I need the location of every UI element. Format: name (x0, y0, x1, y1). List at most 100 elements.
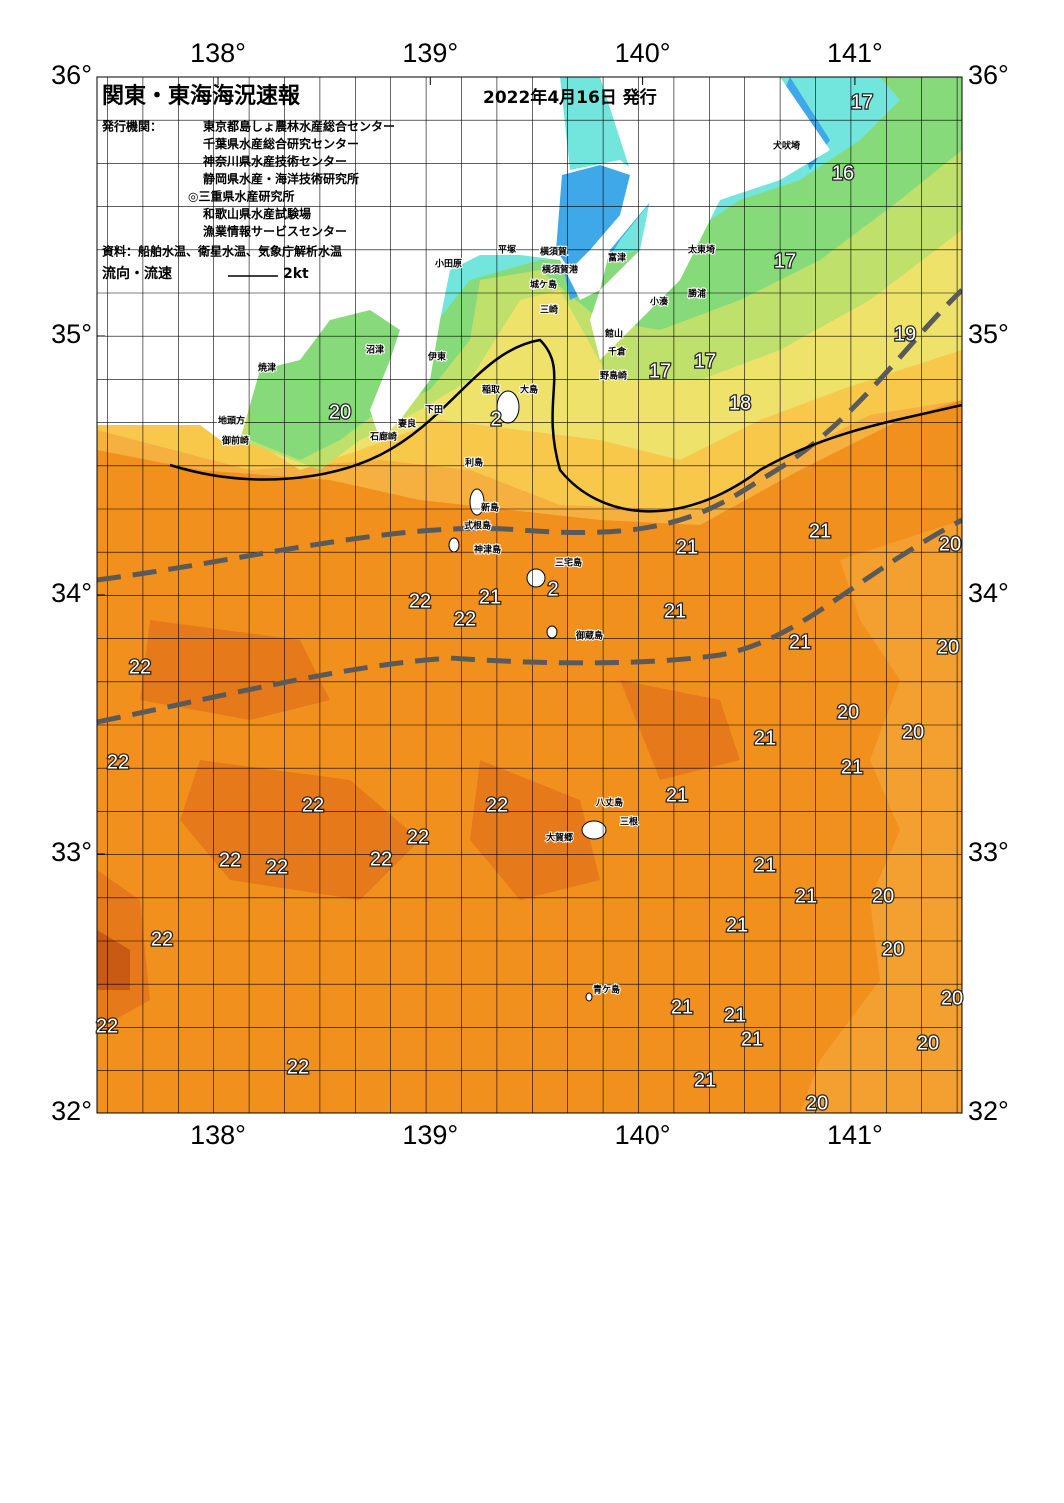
place-name: 太東埼 (687, 244, 715, 256)
temperature-label: 20 (937, 636, 959, 658)
lon-label-top: 141° (827, 38, 883, 68)
temperature-label: 17 (851, 91, 873, 113)
place-name: 小湊 (649, 296, 669, 308)
place-name: 伊東 (427, 351, 446, 363)
lat-label-left: 34° (51, 578, 92, 608)
temperature-label: 21 (841, 756, 863, 778)
place-name: 勝浦 (688, 288, 706, 300)
lon-label-bottom: 140° (615, 1120, 671, 1150)
publisher-label: 発行機関： (101, 119, 162, 134)
lat-label-right: 36° (968, 60, 1009, 90)
temperature-label: 17 (694, 350, 716, 372)
lat-label-left: 32° (51, 1096, 92, 1126)
temperature-label: 22 (151, 928, 173, 950)
island (546, 625, 558, 639)
island (526, 568, 546, 588)
place-name: 神津島 (474, 544, 501, 556)
temperature-label: 22 (287, 1056, 309, 1078)
temperature-label: 20 (329, 401, 351, 423)
place-name: 石廊崎 (369, 431, 397, 443)
temperature-label: 21 (741, 1028, 763, 1050)
place-name: 三崎 (540, 304, 558, 316)
temperature-label: 18 (729, 392, 751, 414)
lon-label-bottom: 141° (827, 1120, 883, 1150)
lat-label-right: 32° (968, 1096, 1009, 1126)
lon-label-top: 139° (402, 38, 458, 68)
place-name: 稲取 (482, 384, 501, 396)
lon-label-bottom: 139° (402, 1120, 458, 1150)
place-name: 沼津 (366, 344, 384, 356)
island (448, 537, 460, 553)
temperature-label: 21 (479, 586, 501, 608)
temperature-label: 2 (490, 408, 501, 430)
temperature-label: 21 (671, 996, 693, 1018)
grid (97, 77, 962, 1113)
temperature-label: 21 (724, 1004, 746, 1026)
temperature-label: 20 (917, 1032, 939, 1054)
place-name: 館山 (604, 328, 623, 340)
source: 資料：船舶水温、衛星水温、気象庁解析水温 (102, 244, 342, 259)
island (469, 488, 485, 516)
publisher: ◎三重県水産研究所 (188, 189, 294, 204)
temperature-label: 22 (219, 849, 241, 871)
temperature-label: 22 (370, 848, 392, 870)
place-name: 下田 (425, 405, 443, 416)
temperature-label: 22 (486, 794, 508, 816)
place-name: 御蔵島 (575, 630, 603, 642)
publisher: 神奈川県水産技術センター (203, 154, 347, 169)
place-name: 犬吠埼 (772, 140, 800, 152)
kuroshio-axis-south (97, 517, 962, 725)
place-name: 御前崎 (221, 435, 249, 447)
place-name: 地頭方 (218, 415, 245, 427)
temperature-label: 20 (837, 701, 859, 723)
zone-red (97, 930, 130, 990)
temperature-label: 22 (266, 856, 288, 878)
place-name: 三根 (620, 816, 639, 828)
temperature-label: 20 (941, 987, 963, 1009)
place-name: 富津 (608, 252, 626, 264)
place-name: 城ケ島 (530, 279, 557, 291)
temperature-label: 21 (664, 600, 686, 622)
temperature-label: 20 (902, 721, 924, 743)
publisher: 静岡県水産・海洋技術研究所 (203, 171, 359, 186)
temperature-label: 22 (96, 1015, 118, 1037)
temperature-label: 22 (407, 826, 429, 848)
temperature-label: 21 (795, 885, 817, 907)
lat-label-left: 36° (51, 60, 92, 90)
temperature-label: 22 (302, 794, 324, 816)
place-name: 利島 (464, 457, 483, 469)
issue-date: 2022年4月16日 発行 (483, 87, 657, 108)
temperature-label: 20 (872, 885, 894, 907)
map-area (97, 77, 962, 1113)
place-name: 式根島 (464, 520, 491, 532)
place-name: 平塚 (498, 244, 516, 256)
temperature-label: 21 (754, 727, 776, 749)
lat-label-left: 35° (51, 319, 92, 349)
temperature-label: 21 (666, 784, 688, 806)
land-boso (590, 77, 830, 360)
contour-20 (169, 338, 962, 513)
temperature-label: 17 (649, 360, 671, 382)
place-name: 野島崎 (600, 370, 627, 382)
legend-label: 流向・流速 (102, 265, 172, 282)
temperature-label: 20 (806, 1092, 828, 1114)
temperature-label: 21 (754, 854, 776, 876)
lon-label-bottom: 138° (190, 1120, 246, 1150)
place-name: 大賀郷 (546, 832, 573, 844)
lat-label-right: 35° (968, 319, 1009, 349)
place-name: 大島 (520, 384, 538, 396)
temperature-label: 21 (789, 631, 811, 653)
lat-label-left: 33° (51, 837, 92, 867)
place-name: 三宅島 (555, 557, 582, 569)
tokyo-bay (556, 165, 630, 270)
temperature-label: 19 (894, 323, 916, 345)
place-name: 妻良 (398, 418, 416, 430)
temperature-label: 16 (832, 162, 854, 184)
lat-label-right: 34° (968, 578, 1009, 608)
temperature-label: 22 (409, 590, 431, 612)
lon-label-top: 140° (615, 38, 671, 68)
land-honshu (97, 77, 660, 440)
place-name: 八丈島 (595, 797, 623, 809)
publisher: 千葉県水産総合研究センター (203, 136, 359, 151)
island (581, 820, 607, 840)
